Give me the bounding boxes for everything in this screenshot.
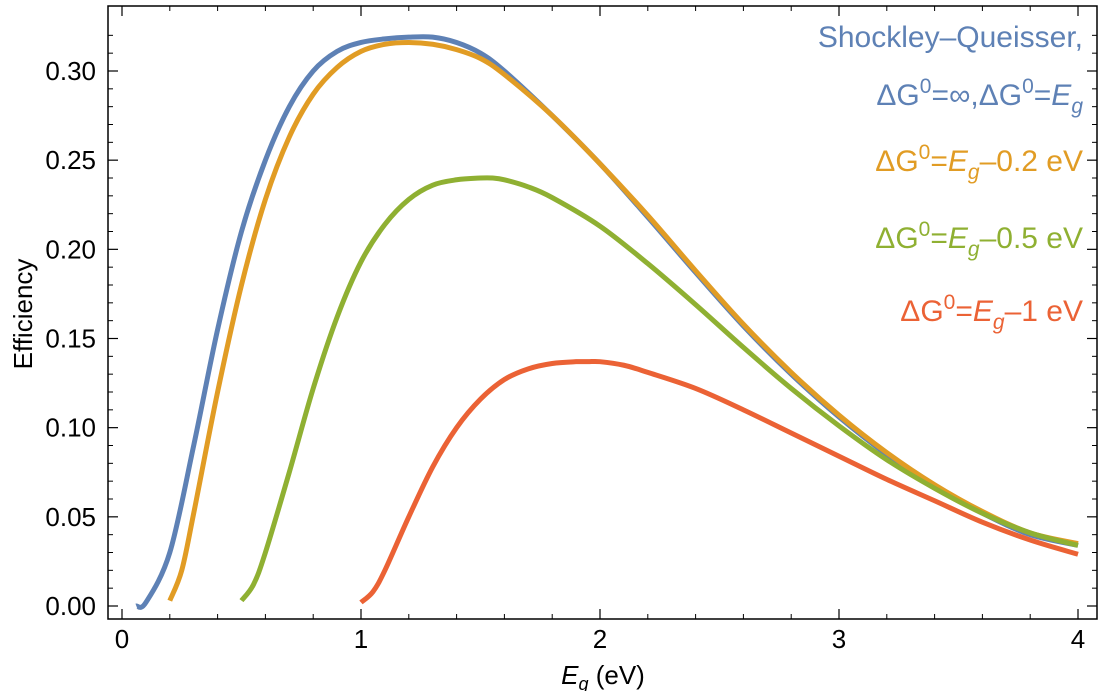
legend-text-part: ΔG (875, 145, 918, 178)
legend-text-part: = (930, 145, 948, 178)
legend: Shockley–Queisser,ΔG0=∞,ΔG0=EgΔG0=Eg–0.2… (818, 21, 1083, 334)
legend-text-part: ΔG (900, 295, 943, 328)
legend-text-part: 0 (1022, 75, 1034, 98)
legend-text-part: 0 (920, 75, 932, 98)
x-tick-label: 3 (832, 624, 846, 654)
series-dg-minus-0.5 (239, 175, 1079, 603)
legend-text-part: = (930, 222, 948, 255)
y-tick-label: 0.10 (45, 413, 96, 443)
legend-text-part: g (968, 238, 980, 261)
y-tick-label: 0.25 (45, 145, 96, 175)
series-dg-minus-1 (359, 358, 1079, 605)
legend-entry-4: ΔG0=Eg–1 eV (900, 291, 1083, 334)
legend-entry-2: ΔG0=Eg–0.2 eV (875, 141, 1083, 184)
y-tick-label: 0.30 (45, 56, 96, 86)
series-dg-minus-0.2 (167, 39, 1079, 602)
x-tick-label: 4 (1071, 624, 1085, 654)
x-tick-label: 0 (115, 624, 129, 654)
legend-text-part: 0 (919, 218, 931, 241)
x-axis-label: Eg (eV) (561, 660, 645, 691)
legend-text-part: 0 (944, 291, 956, 314)
x-axis-label-unit: (eV) (589, 660, 645, 690)
legend-text-part: E (973, 295, 994, 328)
x-tick-label: 2 (593, 624, 607, 654)
legend-text-part: E (1051, 79, 1072, 112)
legend-text-part: 0 (919, 141, 931, 164)
y-axis-label: Efficiency (8, 259, 38, 370)
x-tick-label: 1 (354, 624, 368, 654)
legend-text-part: E (948, 145, 969, 178)
axis-ticks: 0 1 2 3 4 0.00 0.05 0.10 0.15 0.20 0.25 0.30 (45, 6, 1097, 654)
legend-entry-0: Shockley–Queisser, (818, 21, 1083, 54)
legend-text-part: g (968, 161, 980, 184)
legend-text-part: ΔG (876, 79, 919, 112)
legend-text-part: = (955, 295, 973, 328)
legend-text-part: = (1034, 79, 1052, 112)
y-tick-label: 0.00 (45, 591, 96, 621)
legend-text-part: =∞,ΔG (931, 79, 1022, 112)
legend-text-part: E (948, 222, 969, 255)
legend-text-part: –1 eV (1005, 295, 1083, 328)
legend-text-part: g (1071, 95, 1083, 118)
legend-text-part: Shockley–Queisser, (818, 21, 1083, 54)
plot-frame (107, 5, 1098, 620)
legend-text-part: ΔG (875, 222, 918, 255)
legend-text-part: –0.2 eV (980, 145, 1083, 178)
legend-entry-1: ΔG0=∞,ΔG0=Eg (876, 75, 1083, 118)
legend-text-part: g (993, 311, 1005, 334)
legend-text-part: –0.5 eV (980, 222, 1083, 255)
x-axis-label-main: E (561, 660, 579, 690)
y-tick-label: 0.05 (45, 502, 96, 532)
x-axis-label-sub: g (578, 674, 588, 691)
legend-entry-3: ΔG0=Eg–0.5 eV (875, 218, 1083, 261)
y-tick-label: 0.20 (45, 234, 96, 264)
y-tick-label: 0.15 (45, 324, 96, 354)
series-lines (135, 34, 1079, 610)
